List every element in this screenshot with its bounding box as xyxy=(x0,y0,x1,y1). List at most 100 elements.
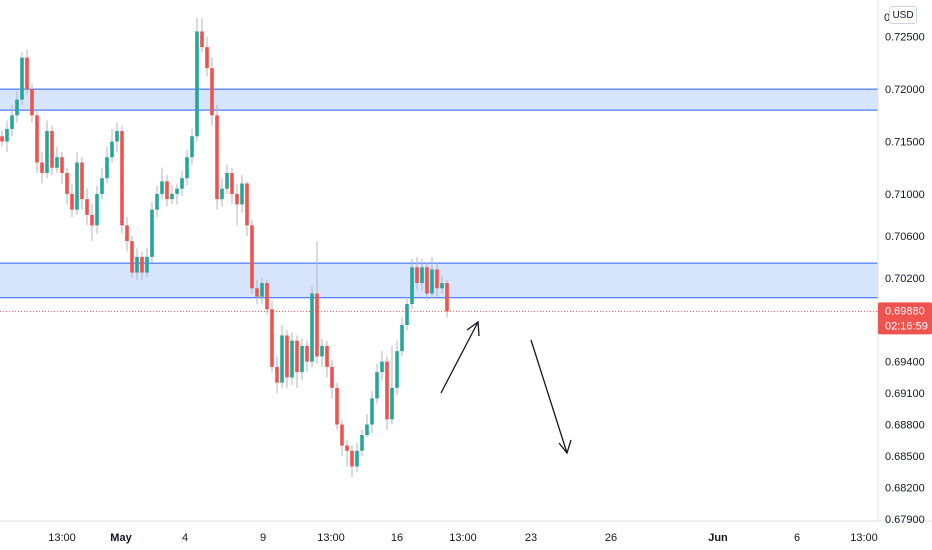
candle-down xyxy=(325,345,329,367)
candle-up xyxy=(290,340,294,378)
time-tick-label: 4 xyxy=(182,532,188,544)
candle-down xyxy=(200,31,204,48)
candle-up xyxy=(380,361,384,373)
candle-up xyxy=(5,128,9,142)
candle-down xyxy=(415,267,419,284)
candle-down xyxy=(65,172,69,194)
candles-layer xyxy=(0,17,449,477)
price-tick-label: 0.69400 xyxy=(885,357,925,369)
candle-up xyxy=(240,183,244,205)
last-price-value: 0.69880 xyxy=(885,305,925,317)
candle-up xyxy=(10,115,14,129)
candle-up xyxy=(115,131,119,142)
candle-down xyxy=(0,136,4,142)
candle-down xyxy=(230,172,234,194)
candle-up xyxy=(410,267,414,305)
candle-down xyxy=(25,57,29,90)
candle-up xyxy=(375,372,379,399)
price-tick-label: 0.72000 xyxy=(885,84,925,96)
down-arrow-line xyxy=(530,339,568,454)
price-tick-label: 0.71500 xyxy=(885,137,925,149)
currency-button[interactable]: USD xyxy=(889,6,917,24)
time-tick-label: 9 xyxy=(260,532,266,544)
time-tick-label: 13:00 xyxy=(317,532,345,544)
candle-down xyxy=(210,68,214,116)
candle-down xyxy=(385,361,389,420)
candle-down xyxy=(85,199,89,215)
candle-up xyxy=(430,269,434,294)
time-axis[interactable]: 13:00 May 4 9 13:00 16 13:00 23 26 Jun 6 13:00 xyxy=(48,532,878,544)
candle-up xyxy=(400,324,404,352)
candle-countdown: 02:16:59 xyxy=(885,320,928,332)
time-tick-label: Jun xyxy=(708,532,728,544)
candle-down xyxy=(255,288,259,297)
candle-down xyxy=(215,115,219,200)
candle-up xyxy=(355,450,359,467)
time-tick-label: 13:00 xyxy=(48,532,76,544)
candle-down xyxy=(130,241,134,273)
candle-up xyxy=(180,178,184,189)
candle-down xyxy=(265,283,269,310)
time-tick-label: 13:00 xyxy=(850,532,878,544)
last-price-badge: 0.69880 02:16:59 xyxy=(878,302,932,335)
candle-down xyxy=(165,181,169,200)
time-tick-label: 26 xyxy=(605,532,617,544)
down-arrow-head xyxy=(558,439,572,455)
price-tick-label: 0.68200 xyxy=(885,482,925,494)
candle-up xyxy=(195,31,199,137)
candle-down xyxy=(425,267,429,294)
up-arrow-line xyxy=(440,321,479,394)
candle-down xyxy=(235,193,239,205)
price-tick-label: 0.70200 xyxy=(885,273,925,285)
candle-down xyxy=(330,366,334,388)
candle-up xyxy=(175,188,179,194)
candle-down xyxy=(315,293,319,357)
candle-down xyxy=(345,445,349,451)
last-price-badge-bg xyxy=(878,302,932,335)
candle-down xyxy=(125,225,129,242)
top-cut-price-label: 0. xyxy=(884,12,893,24)
candle-up xyxy=(150,209,154,257)
candle-up xyxy=(110,141,114,158)
candle-down xyxy=(250,225,254,289)
price-tick-label: 0.68800 xyxy=(885,420,925,432)
candle-down xyxy=(295,340,299,373)
candle-down xyxy=(140,256,144,273)
candle-down xyxy=(35,115,39,163)
candle-up xyxy=(300,345,304,373)
candle-up xyxy=(100,178,104,194)
candle-down xyxy=(50,131,54,168)
time-tick-label: 23 xyxy=(525,532,537,544)
time-tick-label: 13:00 xyxy=(449,532,477,544)
candle-down xyxy=(80,162,84,200)
candle-up xyxy=(190,136,194,158)
time-tick-label: May xyxy=(110,532,132,544)
candle-up xyxy=(20,57,24,100)
candle-down xyxy=(120,131,124,226)
candle-down xyxy=(445,283,449,312)
candle-down xyxy=(90,214,94,226)
price-tick-label: 0.72500 xyxy=(885,32,925,44)
resistance-zone xyxy=(0,89,878,111)
candle-down xyxy=(205,47,209,69)
candle-up xyxy=(75,162,79,210)
candle-up xyxy=(45,131,49,173)
up-arrow-head xyxy=(466,320,480,337)
candle-down xyxy=(70,193,74,210)
annotations-layer xyxy=(440,320,572,455)
price-axis[interactable]: 0.72500 0.72000 0.71500 0.71000 0.70600 0.702… xyxy=(885,32,925,526)
candle-up xyxy=(160,181,164,194)
candle-up xyxy=(220,188,224,200)
candle-up xyxy=(95,193,99,226)
candle-up xyxy=(395,351,399,388)
price-tick-label: 0.71000 xyxy=(885,189,925,201)
candle-up xyxy=(360,435,364,451)
price-tick-label: 0.68500 xyxy=(885,451,925,463)
price-tick-label: 0.67900 xyxy=(885,514,925,526)
candle-up xyxy=(155,193,159,210)
candle-down xyxy=(435,269,439,289)
candle-up xyxy=(260,283,264,297)
candle-up xyxy=(320,345,324,357)
candle-down xyxy=(270,309,274,367)
candle-up xyxy=(55,157,59,168)
